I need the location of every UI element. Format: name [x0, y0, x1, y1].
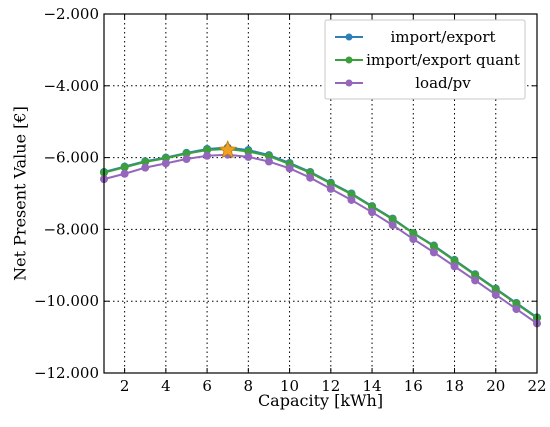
legend-item-2: import/export quant [335, 51, 520, 69]
series-line [103, 146, 538, 319]
data-point [347, 190, 356, 199]
series-3 [100, 150, 541, 328]
optimum-star-marker [218, 140, 238, 159]
series-line [103, 153, 538, 325]
data-point [347, 195, 356, 204]
data-point [326, 184, 335, 193]
data-point [285, 164, 294, 173]
data-point [203, 146, 212, 155]
data-point [409, 235, 418, 244]
legend: import/export import/export quant load/pv [324, 19, 526, 100]
x-tick-label: 12 [321, 377, 340, 395]
x-tick-label: 2 [120, 377, 130, 395]
y-axis-label: Net Present Value [€] [11, 106, 30, 281]
legend-label: import/export quant [366, 51, 520, 69]
plot-frame [103, 13, 538, 374]
x-tick-label: 20 [486, 377, 505, 395]
data-point [244, 152, 253, 161]
data-point [141, 163, 150, 172]
legend-label: import/export [390, 28, 495, 46]
legend-marker [345, 79, 353, 87]
data-point [264, 157, 273, 166]
data-point [429, 248, 438, 257]
y-tick-label: −10.000 [34, 292, 99, 310]
data-point [388, 221, 397, 230]
x-tick-label: 14 [363, 377, 382, 395]
data-point [368, 208, 377, 217]
data-point [120, 169, 129, 178]
data-point [450, 262, 459, 271]
data-point [120, 163, 129, 172]
data-point [491, 290, 500, 299]
y-tick-label: −12.000 [34, 364, 99, 382]
x-tick-label: 22 [527, 377, 546, 395]
x-tick-label: 18 [445, 377, 464, 395]
series-line [103, 147, 538, 319]
y-tick-label: −6.000 [43, 149, 99, 167]
y-tick-label: −2.000 [43, 5, 99, 23]
legend-item-3: load/pv [335, 74, 471, 92]
legend-item-1: import/export [335, 28, 496, 46]
data-point [429, 242, 438, 251]
data-point [182, 155, 191, 164]
series-1 [100, 143, 541, 322]
legend-label: load/pv [415, 74, 471, 92]
data-point [512, 305, 521, 314]
y-tick-label: −4.000 [43, 77, 99, 95]
data-point [471, 276, 480, 285]
marker-layer [218, 140, 238, 159]
legend-marker [345, 56, 353, 64]
series-layer [100, 143, 541, 328]
x-axis-label: Capacity [kWh] [258, 391, 383, 410]
data-point [450, 256, 459, 265]
y-tick-label: −8.000 [43, 220, 99, 238]
data-point [141, 157, 150, 166]
x-tick-label: 4 [161, 377, 171, 395]
x-tick-label: 6 [202, 377, 212, 395]
data-point [409, 229, 418, 238]
tick-layer: 2 4 6 8 10 12 14 16 18 20 22 −12.000 −10.000 −8.000 −6… [34, 5, 547, 395]
data-point [306, 173, 315, 182]
data-point [203, 151, 212, 160]
legend-marker [345, 33, 353, 41]
data-point [388, 215, 397, 224]
x-tick-label: 8 [244, 377, 254, 395]
legend-box [324, 19, 526, 100]
data-point [161, 159, 170, 168]
x-tick-label: 10 [280, 377, 299, 395]
x-tick-label: 16 [404, 377, 423, 395]
